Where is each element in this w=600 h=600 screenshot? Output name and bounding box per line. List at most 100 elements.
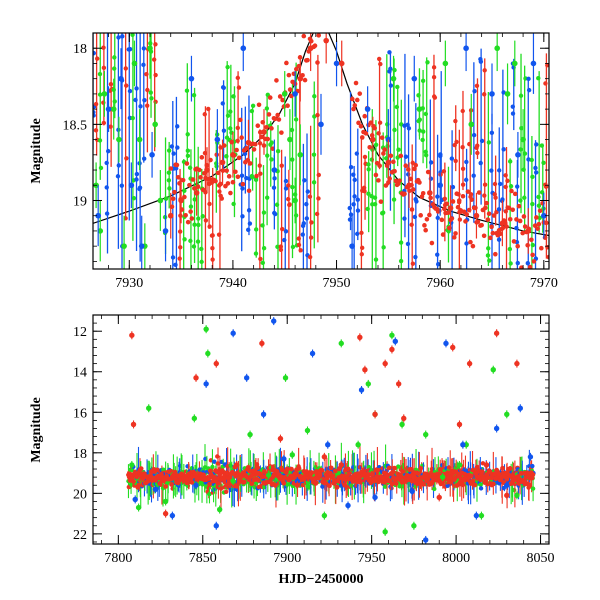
top-streak-point	[269, 140, 274, 145]
bottom-y-tick-label: 14	[73, 366, 87, 381]
top-streak-point	[501, 147, 506, 152]
top-red-point	[197, 167, 202, 173]
series-0-point	[411, 523, 417, 529]
top-streak-point	[108, 124, 113, 129]
top-streak-point	[355, 231, 360, 237]
top-streak-point	[260, 260, 265, 266]
bottom-red-point	[370, 471, 375, 477]
top-streak-point	[351, 172, 356, 177]
top-red-point	[359, 135, 365, 140]
top-streak-point	[231, 201, 236, 207]
top-streak-point	[311, 152, 317, 157]
top-streak-point	[478, 160, 483, 166]
top-red-point	[285, 103, 290, 109]
top-streak-point	[195, 239, 201, 244]
top-streak-point	[485, 253, 491, 258]
top-red-point	[530, 252, 535, 258]
series-0-point	[520, 136, 526, 143]
top-streak-point	[482, 182, 488, 187]
bottom-red-point	[485, 475, 491, 481]
series-1-point	[460, 441, 466, 448]
top-red-point	[218, 181, 223, 187]
bottom-red-point	[192, 471, 198, 477]
series-0-point	[399, 421, 405, 428]
top-red-point	[312, 43, 318, 48]
top-streak-point	[355, 197, 360, 202]
series-0-point	[289, 452, 295, 458]
top-red-point	[244, 145, 249, 151]
top-streak-point	[298, 248, 303, 253]
bottom-red-point	[479, 469, 485, 475]
top-red-point	[230, 179, 236, 185]
top-streak-point	[144, 71, 149, 77]
top-streak-point	[184, 88, 190, 93]
top-streak-point	[142, 97, 147, 103]
series-2-point	[411, 474, 417, 480]
top-red-point	[397, 178, 402, 183]
top-streak-point	[508, 184, 514, 189]
top-streak-point	[474, 83, 480, 88]
top-red-point	[531, 259, 537, 264]
series-2-point	[499, 220, 506, 227]
series-2-point	[130, 421, 137, 428]
top-red-point	[236, 155, 242, 161]
bottom-x-tick-label: 7950	[358, 551, 386, 566]
series-0-point	[147, 45, 153, 52]
top-streak-point	[359, 230, 364, 236]
top-red-point	[544, 220, 549, 226]
bottom-red-point	[284, 466, 290, 472]
top-streak-point	[420, 137, 425, 143]
top-streak-point	[475, 150, 480, 156]
top-streak-point	[221, 128, 227, 133]
top-streak-point	[362, 154, 368, 160]
top-streak-point	[492, 181, 498, 187]
top-streak-point	[525, 261, 531, 266]
top-streak-point	[460, 182, 466, 187]
top-streak-point	[472, 88, 477, 94]
series-0-point	[157, 197, 164, 204]
top-red-point	[363, 131, 369, 136]
top-red-point	[497, 231, 503, 237]
series-0-point	[191, 415, 198, 422]
top-red-point	[305, 57, 310, 63]
bottom-red-point	[507, 466, 513, 471]
top-streak-point	[503, 184, 508, 190]
series-0-point	[416, 106, 423, 112]
top-streak-point	[192, 222, 197, 227]
top-red-point	[224, 168, 229, 173]
top-streak-point	[438, 152, 443, 157]
series-0-point	[478, 512, 485, 519]
bottom-x-tick-label: 8000	[442, 551, 470, 566]
top-red-point	[507, 216, 513, 222]
top-streak-point	[307, 194, 313, 199]
top-red-point	[410, 187, 416, 192]
bottom-red-point	[256, 477, 261, 483]
top-streak-point	[314, 211, 320, 217]
top-streak-point	[175, 124, 180, 129]
series-2-point	[370, 136, 376, 143]
top-streak-point	[507, 159, 513, 164]
bottom-red-point	[249, 481, 255, 487]
bottom-x-tick-label: 8050	[527, 551, 555, 566]
top-streak-point	[365, 206, 370, 212]
top-red-point	[184, 161, 190, 166]
top-streak-point	[290, 244, 296, 250]
series-1-point	[132, 496, 138, 503]
top-red-point	[413, 162, 419, 168]
bottom-red-point	[420, 481, 426, 487]
top-streak-point	[120, 34, 125, 39]
bottom-red-point	[327, 483, 332, 489]
top-streak-point	[246, 227, 251, 233]
series-1-point	[188, 75, 195, 82]
bottom-red-point	[389, 481, 395, 487]
series-2-point	[323, 37, 329, 44]
bottom-red-point	[365, 472, 371, 477]
series-2-point	[406, 182, 412, 189]
bottom-red-point	[148, 473, 153, 479]
bottom-red-point	[131, 479, 136, 484]
bottom-red-point	[260, 474, 266, 480]
bottom-red-point	[319, 467, 325, 473]
top-streak-point	[396, 147, 401, 152]
top-streak-point	[392, 127, 397, 133]
bottom-red-point	[334, 484, 340, 490]
